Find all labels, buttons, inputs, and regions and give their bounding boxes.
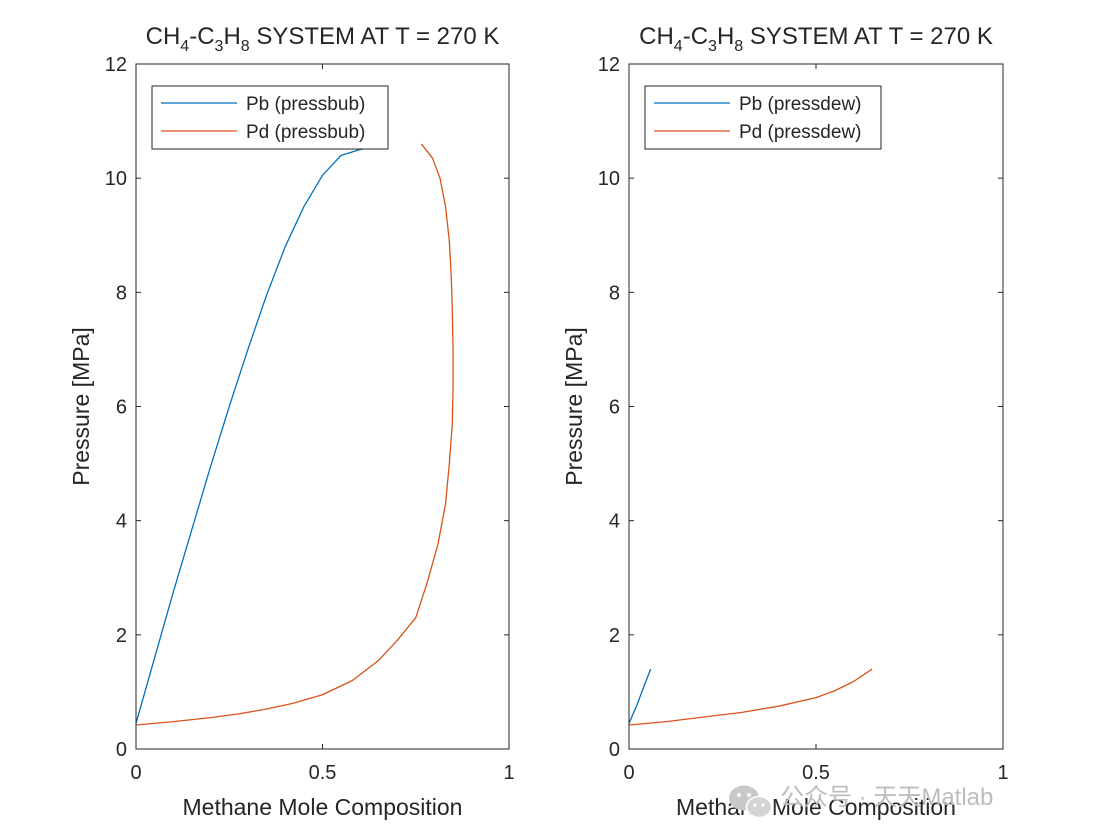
title-subscript: 3 [708, 38, 717, 55]
plot-area [629, 64, 1003, 749]
y-tick-label: 6 [609, 397, 620, 419]
title-subscript: 8 [241, 38, 250, 55]
x-tick-label: 0 [623, 762, 634, 784]
y-tick-label: 12 [598, 54, 620, 76]
legend-entry: Pb (pressdew) [739, 94, 862, 115]
title-segment: -C [683, 23, 708, 50]
watermark: 公众号 · 天天Matlab [729, 784, 993, 819]
y-axis-label: Pressure [MPa] [561, 327, 587, 486]
series-line-1 [135, 143, 454, 726]
title-segment: CH [146, 23, 181, 50]
y-tick-label: 2 [116, 625, 127, 647]
plot-area [136, 64, 509, 749]
legend-box [151, 85, 389, 150]
y-tick-label: 12 [105, 54, 127, 76]
title-segment: H [223, 23, 240, 50]
title-subscript: 4 [674, 38, 683, 55]
y-tick-label: 10 [105, 168, 127, 190]
series-line-0 [628, 668, 652, 724]
y-tick-label: 0 [116, 739, 127, 761]
title-segment: SYSTEM AT T = 270 K [743, 23, 993, 50]
x-tick-label: 1 [503, 762, 514, 784]
x-tick-label: 1 [997, 762, 1008, 784]
title-segment: H [717, 23, 734, 50]
chart-title: CH4-C3H8 SYSTEM AT T = 270 K [146, 23, 500, 55]
x-axis-label: Methane Mole Composition [676, 794, 956, 820]
legend: Pb (pressdew) Pd (pressdew) [644, 85, 882, 150]
legend-entry: Pd (pressbub) [246, 122, 365, 143]
x-tick-label: 0 [130, 762, 141, 784]
series-line-1 [628, 668, 873, 726]
y-tick-label: 4 [116, 511, 127, 533]
title-subscript: 3 [215, 38, 224, 55]
x-axis-label: Methane Mole Composition [183, 794, 463, 820]
legend-entry: Pb (pressbub) [246, 94, 365, 115]
y-tick-label: 2 [609, 625, 620, 647]
legend-entry: Pd (pressdew) [739, 122, 862, 143]
title-segment: CH [639, 23, 674, 50]
title-subscript: 8 [734, 38, 743, 55]
title-segment: SYSTEM AT T = 270 K [250, 23, 500, 50]
legend: Pb (pressbub) Pd (pressbub) [151, 85, 389, 150]
y-axis-label: Pressure [MPa] [68, 327, 94, 486]
y-tick-label: 8 [116, 282, 127, 304]
legend-box [644, 85, 882, 150]
chart-title: CH4-C3H8 SYSTEM AT T = 270 K [639, 23, 993, 55]
y-tick-label: 0 [609, 739, 620, 761]
x-tick-label: 0.5 [309, 762, 337, 784]
watermark-text: 公众号 · 天天Matlab [780, 784, 993, 811]
title-subscript: 4 [180, 38, 189, 55]
y-tick-label: 8 [609, 282, 620, 304]
wechat-icon [729, 785, 773, 819]
y-tick-label: 10 [598, 168, 620, 190]
y-tick-label: 4 [609, 511, 620, 533]
y-tick-label: 6 [116, 397, 127, 419]
title-segment: -C [189, 23, 214, 50]
x-tick-label: 0.5 [802, 762, 830, 784]
series-line-0 [135, 146, 375, 724]
